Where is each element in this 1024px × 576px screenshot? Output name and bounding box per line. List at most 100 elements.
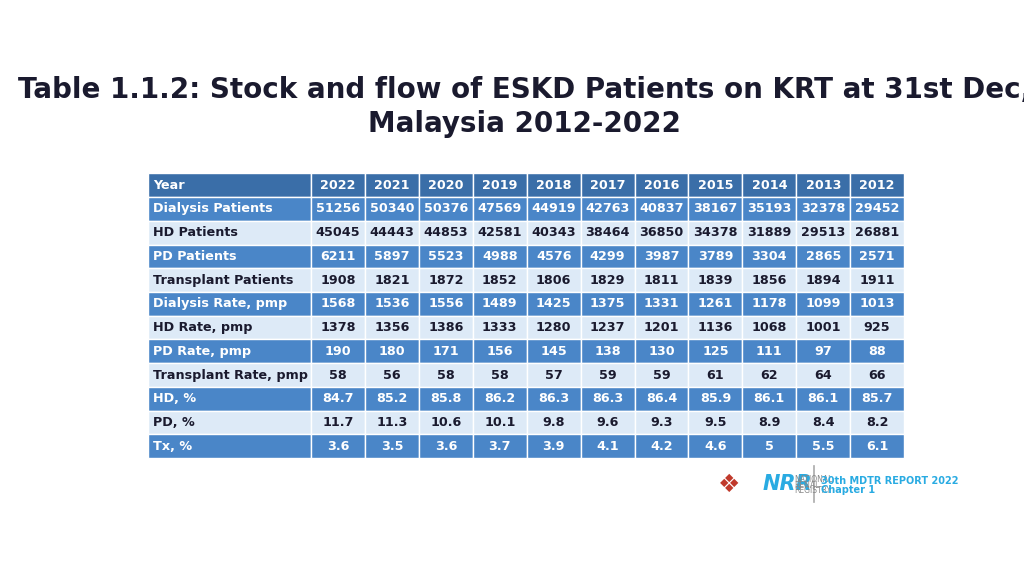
Text: 85.7: 85.7: [861, 392, 893, 406]
Bar: [688, 221, 742, 245]
Bar: [635, 221, 688, 245]
Text: 1280: 1280: [536, 321, 571, 334]
Bar: [147, 197, 311, 221]
Bar: [311, 316, 365, 339]
Bar: [311, 221, 365, 245]
Text: 1536: 1536: [375, 297, 410, 310]
Bar: [850, 245, 904, 268]
Bar: [526, 387, 581, 411]
Bar: [688, 292, 742, 316]
Text: 56: 56: [383, 369, 400, 381]
Bar: [797, 245, 850, 268]
Bar: [797, 173, 850, 197]
Text: 86.3: 86.3: [592, 392, 624, 406]
Bar: [742, 363, 797, 387]
Bar: [526, 292, 581, 316]
Text: 42763: 42763: [586, 202, 630, 215]
Bar: [581, 363, 635, 387]
Text: 1829: 1829: [590, 274, 626, 287]
Bar: [365, 197, 419, 221]
Bar: [581, 292, 635, 316]
Text: 44919: 44919: [531, 202, 577, 215]
Bar: [147, 268, 311, 292]
Text: 35193: 35193: [748, 202, 792, 215]
Text: 97: 97: [814, 345, 833, 358]
Text: 9.3: 9.3: [650, 416, 673, 429]
Text: 4988: 4988: [482, 250, 517, 263]
Bar: [311, 387, 365, 411]
Bar: [147, 292, 311, 316]
Bar: [635, 316, 688, 339]
Text: 31889: 31889: [748, 226, 792, 239]
Text: 59: 59: [652, 369, 671, 381]
Text: 8.9: 8.9: [758, 416, 780, 429]
Text: 86.3: 86.3: [538, 392, 569, 406]
Text: 2017: 2017: [590, 179, 626, 192]
Bar: [742, 245, 797, 268]
Text: 2571: 2571: [859, 250, 895, 263]
Text: 51256: 51256: [316, 202, 360, 215]
Text: 64: 64: [814, 369, 833, 381]
Text: 1811: 1811: [644, 274, 679, 287]
Bar: [635, 173, 688, 197]
Bar: [473, 387, 526, 411]
Bar: [419, 221, 473, 245]
Text: 171: 171: [432, 345, 459, 358]
Bar: [365, 434, 419, 458]
Text: 34378: 34378: [693, 226, 737, 239]
Text: 1136: 1136: [697, 321, 733, 334]
Text: 11.7: 11.7: [323, 416, 353, 429]
Text: 1872: 1872: [428, 274, 464, 287]
Bar: [311, 197, 365, 221]
Text: 1425: 1425: [536, 297, 571, 310]
Bar: [635, 339, 688, 363]
Bar: [850, 387, 904, 411]
Bar: [311, 268, 365, 292]
Bar: [688, 434, 742, 458]
Text: 42581: 42581: [477, 226, 522, 239]
Text: 1839: 1839: [697, 274, 733, 287]
Bar: [311, 173, 365, 197]
Bar: [742, 387, 797, 411]
Bar: [147, 173, 311, 197]
Text: HD Rate, pmp: HD Rate, pmp: [154, 321, 253, 334]
Bar: [311, 245, 365, 268]
Text: 2020: 2020: [428, 179, 464, 192]
Text: ❖: ❖: [719, 473, 740, 497]
Text: 3.5: 3.5: [381, 439, 403, 453]
Text: 5: 5: [765, 439, 774, 453]
Text: 45045: 45045: [315, 226, 360, 239]
Bar: [688, 268, 742, 292]
Bar: [473, 316, 526, 339]
Text: 1821: 1821: [374, 274, 410, 287]
Text: 2021: 2021: [374, 179, 410, 192]
Bar: [526, 363, 581, 387]
Text: 32378: 32378: [801, 202, 846, 215]
Text: 1378: 1378: [321, 321, 355, 334]
Text: Year: Year: [154, 179, 185, 192]
Bar: [365, 363, 419, 387]
Bar: [850, 339, 904, 363]
Bar: [797, 411, 850, 434]
Bar: [797, 387, 850, 411]
Text: 58: 58: [490, 369, 509, 381]
Text: NRR: NRR: [763, 474, 813, 494]
Bar: [419, 363, 473, 387]
Bar: [635, 292, 688, 316]
Bar: [365, 339, 419, 363]
Text: 2865: 2865: [806, 250, 841, 263]
Bar: [850, 197, 904, 221]
Text: Table 1.1.2: Stock and flow of ESKD Patients on KRT at 31st Dec,
Malaysia 2012-2: Table 1.1.2: Stock and flow of ESKD Pati…: [18, 76, 1024, 138]
Text: 2012: 2012: [859, 179, 895, 192]
Bar: [365, 316, 419, 339]
Text: 5897: 5897: [374, 250, 410, 263]
Text: 156: 156: [486, 345, 513, 358]
Bar: [850, 292, 904, 316]
Bar: [742, 292, 797, 316]
Bar: [797, 197, 850, 221]
Text: 4.1: 4.1: [596, 439, 618, 453]
Bar: [419, 411, 473, 434]
Bar: [365, 292, 419, 316]
Text: 6.1: 6.1: [866, 439, 889, 453]
Bar: [742, 411, 797, 434]
